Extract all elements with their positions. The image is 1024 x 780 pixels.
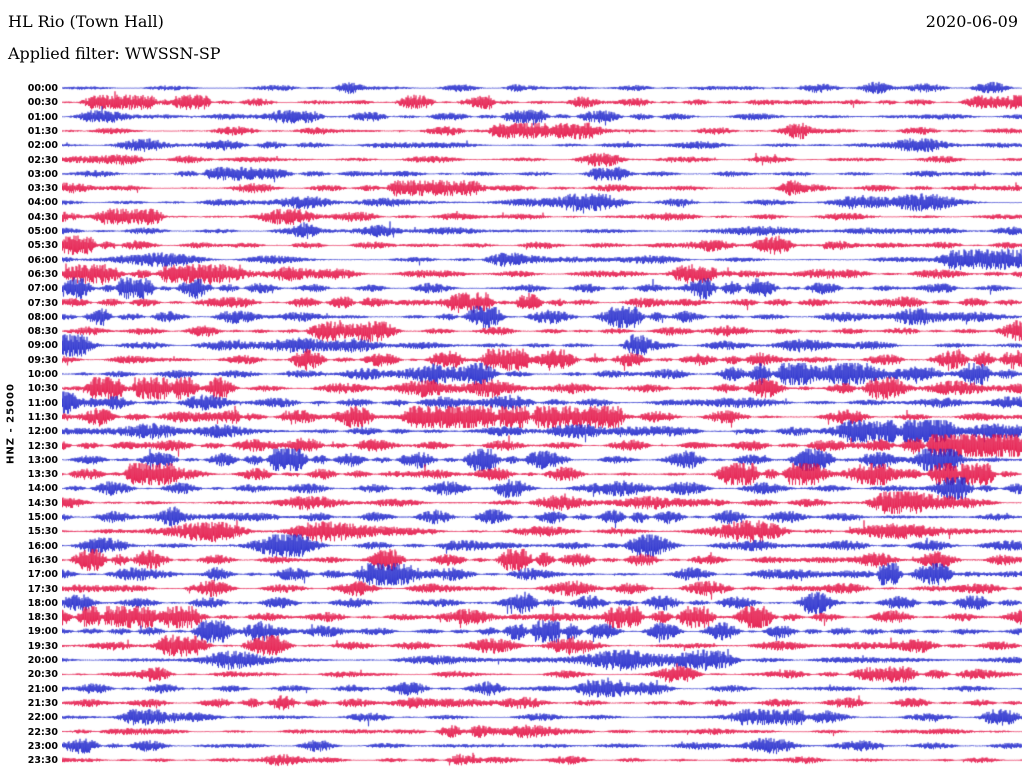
time-label: 13:00 bbox=[27, 454, 58, 466]
date-label: 2020-06-09 bbox=[925, 12, 1018, 31]
time-label: 04:00 bbox=[27, 197, 58, 209]
time-label: 23:30 bbox=[27, 755, 58, 767]
time-label: 07:00 bbox=[27, 283, 58, 295]
time-label: 19:30 bbox=[27, 640, 58, 652]
time-label: 00:30 bbox=[27, 97, 58, 109]
seismogram-canvas bbox=[62, 80, 1022, 776]
time-label: 08:30 bbox=[27, 326, 58, 338]
time-label: 19:00 bbox=[27, 626, 58, 638]
time-label: 05:30 bbox=[27, 240, 58, 252]
time-label: 00:00 bbox=[27, 83, 58, 94]
time-label: 06:00 bbox=[27, 254, 58, 266]
time-label: 07:30 bbox=[27, 297, 58, 309]
time-label: 01:30 bbox=[27, 125, 58, 137]
time-label: 14:30 bbox=[27, 497, 58, 509]
page-title: HL Rio (Town Hall) bbox=[8, 12, 164, 31]
time-label: 03:00 bbox=[27, 168, 58, 180]
time-label: 16:00 bbox=[27, 540, 58, 552]
time-label: 22:30 bbox=[27, 726, 58, 738]
time-label: 11:00 bbox=[27, 397, 58, 409]
time-label: 18:30 bbox=[27, 612, 58, 624]
time-label: 21:00 bbox=[27, 683, 58, 695]
time-label: 03:30 bbox=[27, 183, 58, 195]
time-label: 20:30 bbox=[27, 669, 58, 681]
time-label: 04:30 bbox=[27, 211, 58, 223]
time-label: 11:30 bbox=[27, 411, 58, 423]
time-label: 01:00 bbox=[27, 111, 58, 123]
time-label: 20:00 bbox=[27, 655, 58, 666]
time-label: 02:00 bbox=[27, 140, 58, 152]
time-label: 14:00 bbox=[27, 483, 58, 495]
time-label: 06:30 bbox=[27, 268, 58, 280]
filter-label: Applied filter: WWSSN-SP bbox=[8, 44, 221, 63]
time-label: 08:00 bbox=[27, 311, 58, 323]
time-label: 17:00 bbox=[27, 569, 58, 581]
time-label: 12:30 bbox=[27, 440, 58, 452]
time-label: 12:00 bbox=[27, 426, 58, 438]
time-label: 18:00 bbox=[27, 597, 58, 609]
time-label: 16:30 bbox=[27, 554, 58, 566]
time-label: 10:30 bbox=[27, 383, 58, 395]
time-label: 15:30 bbox=[27, 526, 58, 538]
time-label: 05:00 bbox=[27, 226, 58, 237]
time-label: 17:30 bbox=[27, 583, 58, 595]
time-label: 22:00 bbox=[27, 712, 58, 724]
time-label: 15:00 bbox=[27, 512, 58, 523]
time-label: 09:00 bbox=[27, 340, 58, 352]
time-label: 02:30 bbox=[27, 154, 58, 166]
time-label: 21:30 bbox=[27, 697, 58, 709]
time-label: 23:00 bbox=[27, 740, 58, 752]
time-label: 10:00 bbox=[27, 369, 58, 380]
time-label: 13:30 bbox=[27, 469, 58, 481]
time-label: 09:30 bbox=[27, 354, 58, 366]
time-axis: 00:00 00:30 01:00 01:30 02:00 02:30 03:00 03:30… bbox=[0, 0, 62, 780]
